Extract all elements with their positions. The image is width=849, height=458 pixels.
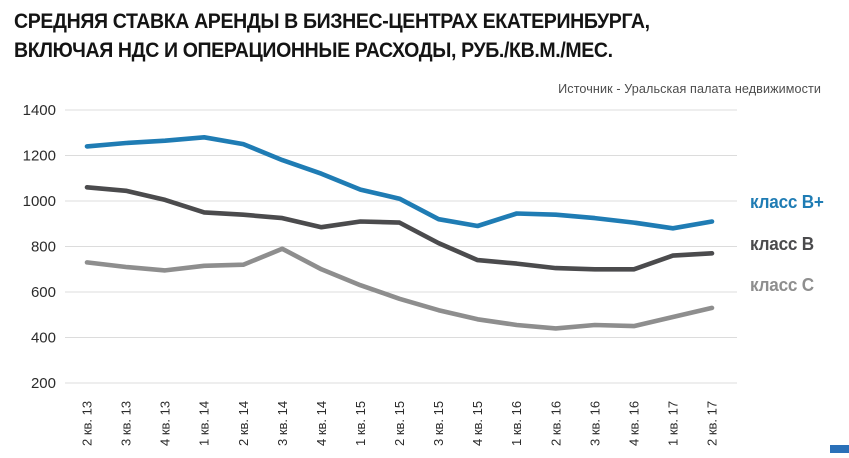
x-tick-7: 4 кв. 14 — [314, 401, 329, 446]
x-tick-15: 4 кв. 16 — [626, 401, 641, 446]
line-series-0 — [84, 135, 715, 231]
chart-title-line-1: СРЕДНЯЯ СТАВКА АРЕНДЫ В БИЗНЕС-ЦЕНТРАХ Е… — [14, 10, 650, 33]
x-tick-10: 3 кв. 15 — [431, 401, 446, 446]
y-tick-400: 400 — [31, 330, 56, 347]
legend-class-b: класс В — [750, 234, 814, 254]
x-tick-9: 2 кв. 15 — [392, 401, 407, 446]
source-label: Источник - Уральская палата недвижимости — [558, 81, 821, 96]
x-tick-4: 1 кв. 14 — [197, 401, 212, 446]
x-tick-13: 2 кв. 16 — [548, 401, 563, 446]
x-tick-12: 1 кв. 16 — [509, 401, 524, 446]
y-tick-1400: 1400 — [23, 102, 56, 119]
y-tick-600: 600 — [31, 284, 56, 301]
chart-title-line-2: ВКЛЮЧАЯ НДС И ОПЕРАЦИОННЫЕ РАСХОДЫ, РУБ.… — [14, 38, 613, 62]
y-tick-800: 800 — [31, 239, 56, 256]
x-tick-5: 2 кв. 14 — [236, 401, 251, 446]
x-tick-2: 3 кв. 13 — [119, 401, 134, 446]
x-tick-1: 2 кв. 13 — [80, 401, 95, 446]
legend-class-c: класс С — [750, 275, 814, 295]
x-tick-3: 4 кв. 13 — [158, 401, 173, 446]
x-tick-8: 1 кв. 15 — [353, 401, 368, 446]
legend-class-b-plus: класс В+ — [750, 192, 824, 212]
y-tick-1000: 1000 — [23, 193, 56, 210]
corner-watermark — [830, 445, 849, 453]
x-tick-16: 1 кв. 17 — [665, 401, 680, 446]
x-tick-14: 3 кв. 16 — [587, 401, 602, 446]
line-series-2 — [84, 246, 715, 331]
x-tick-11: 4 кв. 15 — [470, 401, 485, 446]
x-tick-17: 2 кв. 17 — [705, 401, 720, 446]
chart-title: СРЕДНЯЯ СТАВКА АРЕНДЫ В БИЗНЕС-ЦЕНТРАХ Е… — [14, 8, 758, 66]
y-tick-200: 200 — [31, 375, 56, 392]
y-tick-1200: 1200 — [23, 148, 56, 165]
x-tick-6: 3 кв. 14 — [275, 401, 290, 446]
line-series-1 — [84, 185, 715, 272]
